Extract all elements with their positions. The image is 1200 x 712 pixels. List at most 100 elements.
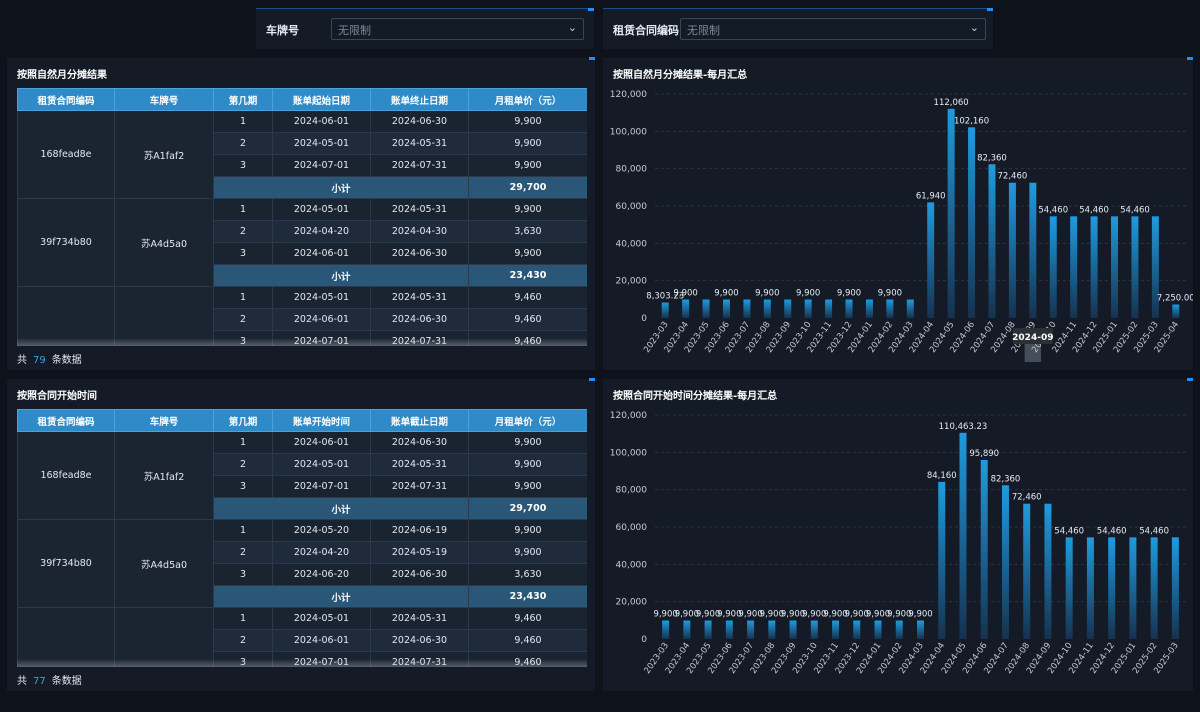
bar[interactable] bbox=[662, 620, 670, 639]
bar[interactable] bbox=[763, 299, 771, 318]
table-row[interactable]: 3 2024-06-20 2024-06-30 3,630 bbox=[18, 563, 587, 586]
bar[interactable] bbox=[1150, 537, 1158, 639]
table-cell: 2024-05-31 bbox=[370, 453, 469, 476]
bar[interactable] bbox=[743, 299, 751, 318]
bar[interactable] bbox=[906, 299, 914, 318]
table-row[interactable]: 2 2024-05-01 2024-05-31 9,900 bbox=[18, 453, 587, 476]
horizontal-scrollbar[interactable] bbox=[17, 659, 587, 667]
column-header[interactable]: 账单开始时间 bbox=[272, 409, 371, 432]
bar[interactable] bbox=[722, 299, 730, 318]
subtotal-label: 小计 bbox=[213, 585, 469, 608]
bar[interactable] bbox=[1029, 182, 1037, 318]
bar[interactable] bbox=[886, 299, 894, 318]
panel-corner-accent bbox=[987, 8, 993, 11]
bar[interactable] bbox=[1044, 503, 1052, 639]
bar[interactable] bbox=[1151, 216, 1159, 318]
bar[interactable] bbox=[1065, 537, 1073, 639]
bar[interactable] bbox=[959, 432, 967, 639]
subtotal-label: 小计 bbox=[213, 497, 469, 520]
table-scroll-area[interactable]: 租赁合同编码 车牌号 第几期 账单开始时间 账单截止日期 月租单价（元） 168fead8e… bbox=[17, 409, 587, 667]
column-header[interactable]: 租赁合同编码 bbox=[17, 409, 115, 432]
column-header[interactable]: 第几期 bbox=[213, 88, 273, 111]
column-header[interactable]: 账单终止日期 bbox=[370, 88, 469, 111]
bar[interactable] bbox=[1131, 216, 1139, 318]
contract-filter: 租赁合同编码 无限制 ⌄ bbox=[603, 8, 993, 49]
table-row[interactable]: 3 2024-07-01 2024-07-31 9,900 bbox=[18, 154, 587, 177]
bar[interactable] bbox=[702, 299, 710, 318]
bar[interactable] bbox=[1129, 537, 1137, 639]
bar[interactable] bbox=[725, 620, 733, 639]
table-row[interactable]: 168fead8e 苏A1faf2 1 2024-06-01 2024-06-30 9,9… bbox=[17, 110, 587, 199]
plate-select[interactable]: 无限制 ⌄ bbox=[331, 18, 584, 40]
table-row[interactable]: 39f734b80 苏A4d5a0 1 2024-05-20 2024-06-19 9,9… bbox=[17, 519, 587, 608]
contract-select[interactable]: 无限制 ⌄ bbox=[680, 18, 986, 40]
column-header[interactable]: 月租单价（元） bbox=[468, 409, 587, 432]
bar[interactable] bbox=[874, 620, 882, 639]
bar[interactable] bbox=[825, 299, 833, 318]
bar[interactable] bbox=[947, 108, 955, 318]
bar[interactable] bbox=[988, 164, 996, 318]
column-header[interactable]: 月租单价（元） bbox=[468, 88, 587, 111]
column-header[interactable]: 账单截止日期 bbox=[370, 409, 469, 432]
table-cell: 2024-05-19 bbox=[370, 541, 469, 564]
bar[interactable] bbox=[784, 299, 792, 318]
bar[interactable] bbox=[1111, 216, 1119, 318]
bar[interactable] bbox=[1172, 304, 1180, 318]
table-row[interactable]: 39f734b80 苏A4d5a0 1 2024-05-01 2024-05-31 9,9… bbox=[17, 198, 587, 287]
bar[interactable] bbox=[661, 302, 669, 318]
table-row[interactable]: 1 2024-05-01 2024-05-31 9,460 bbox=[17, 286, 587, 346]
bar[interactable] bbox=[853, 620, 861, 639]
bar[interactable] bbox=[968, 127, 976, 318]
bar[interactable] bbox=[683, 620, 691, 639]
bar[interactable] bbox=[1090, 216, 1098, 318]
table-scroll-area[interactable]: 租赁合同编码 车牌号 第几期 账单起始日期 账单终止日期 月租单价（元） 168fead8e… bbox=[17, 88, 587, 346]
column-header[interactable]: 车牌号 bbox=[114, 409, 214, 432]
table-cell: 2 bbox=[213, 308, 273, 331]
bar[interactable] bbox=[845, 299, 853, 318]
table-cell: 2024-07-01 bbox=[272, 651, 371, 667]
bar[interactable] bbox=[1171, 537, 1179, 639]
bar[interactable] bbox=[1008, 182, 1016, 318]
bar[interactable] bbox=[895, 620, 903, 639]
table-row[interactable]: 2 2024-04-20 2024-04-30 3,630 bbox=[18, 220, 587, 243]
plate-select-placeholder: 无限制 bbox=[338, 24, 371, 37]
bar[interactable] bbox=[917, 620, 924, 639]
bar[interactable] bbox=[980, 460, 988, 639]
bar[interactable] bbox=[804, 299, 812, 318]
data-label: 8,303.23 bbox=[646, 292, 684, 302]
bar[interactable] bbox=[1070, 216, 1078, 318]
horizontal-scrollbar[interactable] bbox=[17, 338, 587, 346]
column-header[interactable]: 账单起始日期 bbox=[272, 88, 371, 111]
bar[interactable] bbox=[1086, 537, 1094, 639]
bar[interactable] bbox=[865, 299, 873, 318]
bar[interactable] bbox=[704, 620, 712, 639]
table-row[interactable]: 2 2024-06-01 2024-06-30 9,460 bbox=[18, 629, 587, 652]
bar[interactable] bbox=[1108, 537, 1116, 639]
bar[interactable] bbox=[682, 299, 690, 318]
bar[interactable] bbox=[938, 481, 946, 639]
table-cell: 2024-06-30 bbox=[370, 431, 469, 454]
contract-code-cell: 168fead8e bbox=[17, 431, 115, 520]
column-header[interactable]: 租赁合同编码 bbox=[17, 88, 115, 111]
data-label: 9,900 bbox=[738, 610, 762, 620]
bar[interactable] bbox=[810, 620, 818, 639]
table-row[interactable]: 168fead8e 苏A1faf2 1 2024-06-01 2024-06-30 9,9… bbox=[17, 431, 587, 520]
data-label: 84,160 bbox=[927, 471, 957, 481]
column-header[interactable]: 第几期 bbox=[213, 409, 273, 432]
bar[interactable] bbox=[747, 620, 755, 639]
table-cell: 2024-05-31 bbox=[370, 286, 469, 309]
bar[interactable] bbox=[927, 202, 935, 318]
natural-month-table-panel: 按照自然月分摊结果 租赁合同编码 车牌号 第几期 账单起始日期 账单终止日期 月租单价（元… bbox=[7, 57, 595, 370]
bar[interactable] bbox=[789, 620, 797, 639]
bar[interactable] bbox=[1023, 503, 1031, 639]
bar[interactable] bbox=[1001, 485, 1009, 639]
table-row[interactable]: 1 2024-05-01 2024-05-31 9,460 bbox=[17, 607, 587, 667]
bar[interactable] bbox=[768, 620, 776, 639]
table-cell: 2024-06-30 bbox=[370, 629, 469, 652]
bar[interactable] bbox=[1049, 216, 1057, 318]
bar[interactable] bbox=[832, 620, 840, 639]
column-header[interactable]: 车牌号 bbox=[114, 88, 214, 111]
table-footer: 共 77 条数据 bbox=[17, 672, 82, 687]
